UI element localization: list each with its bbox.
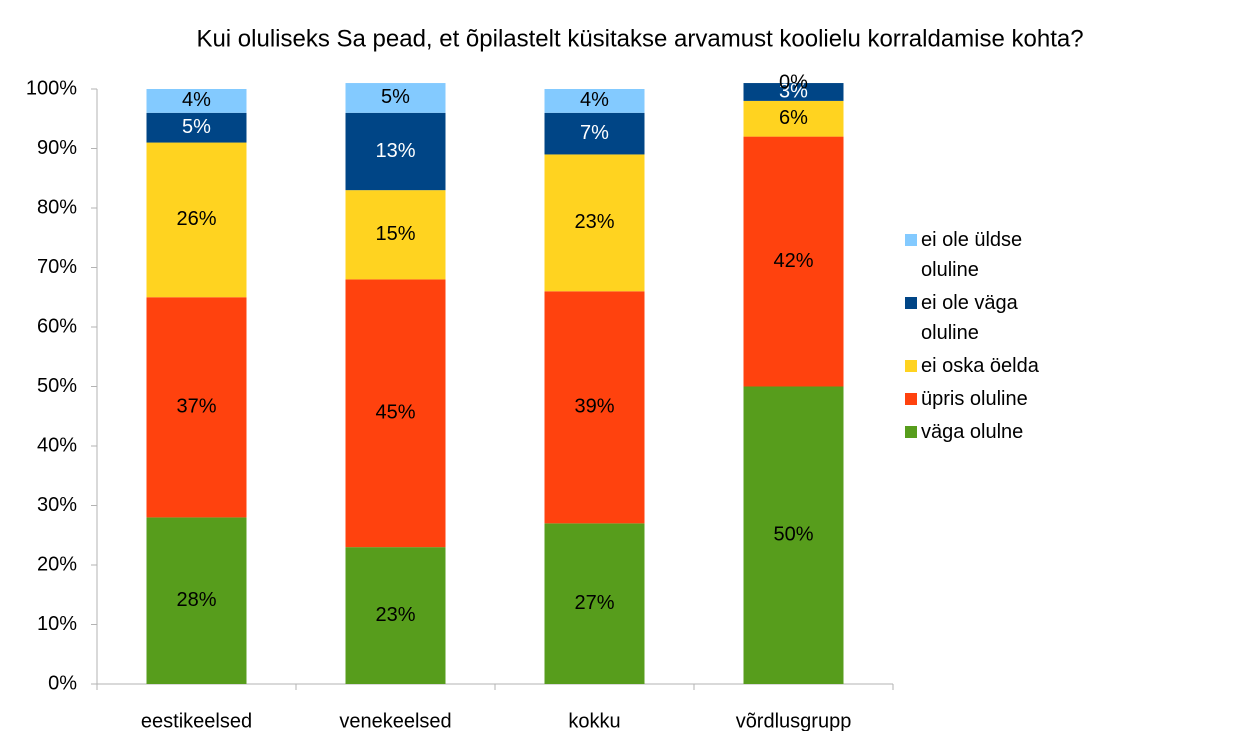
data-label: 15% [375,223,415,245]
bar-segment [544,112,645,155]
bar-segment [544,523,645,684]
data-label: 28% [176,589,216,611]
bar-segment [146,112,247,143]
y-tick-label: 50% [37,375,77,397]
y-tick-label: 90% [37,137,77,159]
legend-item: ei ole väga oluline [905,288,1085,348]
data-label: 23% [375,604,415,626]
legend-item: väga olulne [905,417,1085,447]
legend-swatch [905,234,917,246]
y-tick-label: 0% [48,672,77,694]
data-label: 6% [779,107,808,129]
bar-segment [345,190,446,280]
data-label: 42% [773,250,813,272]
data-label: 39% [574,396,614,418]
bar-segment [743,386,844,684]
bar-segment [743,83,844,101]
x-tick-label: kokku [568,710,620,731]
y-tick-label: 10% [37,613,77,635]
legend-swatch [905,426,917,438]
bar-segment [544,154,645,292]
bar-segment [345,112,446,191]
bar-segment [544,291,645,524]
y-tick-label: 70% [37,256,77,278]
bar-segment [146,89,247,113]
data-label: 5% [381,86,410,108]
legend: ei ole üldse oluline ei ole väga oluline e… [905,225,1085,450]
y-tick-label: 60% [37,315,77,337]
legend-item: ei oska öelda [905,351,1085,381]
legend-item: ei ole üldse oluline [905,225,1085,285]
legend-label: ei ole väga oluline [921,292,1018,344]
bar-segment [743,100,844,137]
data-label: 50% [773,524,813,546]
legend-swatch [905,360,917,372]
data-label: 26% [176,208,216,230]
legend-swatch [905,297,917,309]
bar-segment [146,517,247,684]
y-tick-label: 20% [37,553,77,575]
data-label: 3% [779,80,808,102]
legend-label: ei oska öelda [921,355,1039,377]
bar-segment [345,547,446,684]
data-label: 45% [375,402,415,424]
x-tick-label: eestikeelsed [141,710,252,731]
data-label: 23% [574,211,614,233]
y-tick-label: 100% [26,77,77,99]
bar-segment [146,297,247,518]
legend-label: üpris oluline [921,388,1028,410]
legend-swatch [905,393,917,405]
legend-label: väga olulne [921,421,1024,443]
y-tick-label: 80% [37,196,77,218]
bar-segment [544,89,645,113]
data-label: 7% [580,122,609,144]
data-label: 37% [176,396,216,418]
data-label: 5% [182,116,211,138]
x-tick-label: võrdlusgrupp [736,710,852,731]
x-tick-label: venekeelsed [339,710,451,731]
data-label: 4% [182,89,211,111]
data-label: 13% [375,140,415,162]
legend-label: ei ole üldse oluline [921,229,1023,281]
bar-segment [146,142,247,298]
data-label: 0% [779,71,808,93]
data-label: 27% [574,592,614,614]
chart-title: Kui oluliseks Sa pead, et õpilastelt küs… [196,25,1083,52]
bar-segment [743,136,844,387]
legend-item: üpris oluline [905,384,1085,414]
bar-segment [345,83,446,113]
y-tick-label: 40% [37,434,77,456]
y-tick-label: 30% [37,494,77,516]
bar-segment [345,279,446,548]
data-label: 4% [580,89,609,111]
